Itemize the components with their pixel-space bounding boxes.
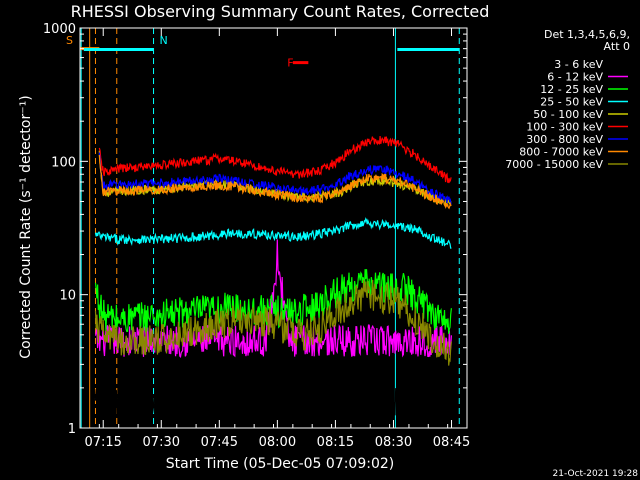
chart-title: RHESSI Observing Summary Count Rates, Co… xyxy=(71,2,490,21)
y-tick-label: 1000 xyxy=(43,22,76,37)
x-axis-label: Start Time (05-Dec-05 07:09:02) xyxy=(166,456,394,472)
x-tick-label: 08:30 xyxy=(375,435,412,450)
y-tick-label: 10 xyxy=(59,289,76,304)
annotation-n: N xyxy=(160,34,168,47)
y-axis-label: Corrected Count Rate (s⁻¹ detector⁻¹) xyxy=(18,95,34,358)
x-tick-label: 08:45 xyxy=(433,435,470,450)
legend-header: Att 0 xyxy=(604,40,630,53)
series-line-8 xyxy=(98,154,452,210)
annotation-s: S xyxy=(66,34,73,47)
annotation-f: F xyxy=(287,57,293,70)
legend-label: 12 - 25 keV xyxy=(540,83,603,96)
x-tick-label: 07:15 xyxy=(84,435,121,450)
y-tick-label: 100 xyxy=(51,155,76,170)
legend-label: 6 - 12 keV xyxy=(547,71,603,84)
legend-label: 50 - 100 keV xyxy=(533,108,603,121)
timestamp: 21-Oct-2021 19:28 xyxy=(553,469,639,479)
x-tick-label: 08:15 xyxy=(317,435,354,450)
plot-area: S N F xyxy=(66,27,468,429)
legend-label: 100 - 300 keV xyxy=(526,121,603,134)
legend-label: 300 - 800 keV xyxy=(526,133,603,146)
y-tick-label: 1 xyxy=(68,422,76,437)
legend-label: 800 - 7000 keV xyxy=(519,146,603,159)
series-line-4 xyxy=(94,217,452,249)
x-tick-label: 07:30 xyxy=(143,435,180,450)
legend-label: 7000 - 15000 keV xyxy=(505,158,603,171)
series-line-3 xyxy=(94,269,452,334)
legend-label: 25 - 50 keV xyxy=(540,96,603,109)
series-line-7 xyxy=(98,152,452,205)
legend-header: Det 1,3,4,5,6,9, xyxy=(544,28,630,41)
x-tick-label: 07:45 xyxy=(201,435,238,450)
series-line-9 xyxy=(94,279,452,366)
x-tick-label: 08:00 xyxy=(259,435,296,450)
axes: 1 10 100 1000 07:15 07:30 07:45 08:00 08:15 08:30… xyxy=(43,22,470,450)
series-line-1 xyxy=(94,279,429,421)
legend-label: 3 - 6 keV xyxy=(554,58,603,71)
series-line-6 xyxy=(98,136,452,184)
